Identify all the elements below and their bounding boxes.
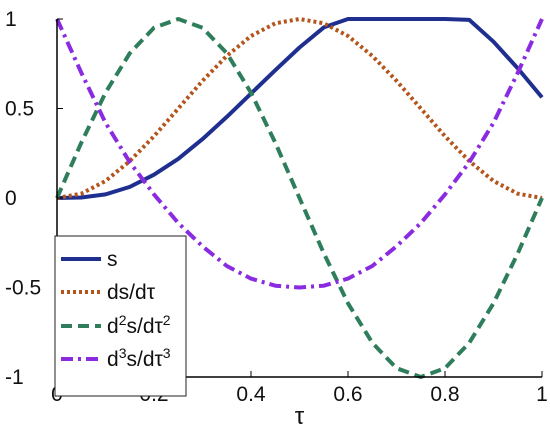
x-axis-label: τ <box>295 403 305 430</box>
x-tick-label: 0.8 <box>430 383 459 406</box>
series-line-1 <box>56 17 544 200</box>
x-tick-label: 0.6 <box>333 383 362 406</box>
series-line-4 <box>55 18 544 290</box>
legend: s ds/dτ d2s/dτ2 d3s/dτ3 <box>54 235 187 397</box>
y-tick-label: 0.5 <box>5 98 34 121</box>
y-tick-label: -1 <box>5 366 24 389</box>
x-tick-label: 1 <box>536 383 548 406</box>
series-line-3 <box>55 17 544 379</box>
y-tick-label: -0.5 <box>5 277 41 300</box>
y-tick-label: 1 <box>5 8 17 31</box>
plot-lines <box>55 17 544 379</box>
legend-label-d3s: d3s/dτ3 <box>107 345 171 371</box>
legend-label-d2s: d2s/dτ2 <box>107 312 171 338</box>
x-tick-label: 0.4 <box>236 383 266 406</box>
y-tick-label: 0 <box>5 187 17 210</box>
legend-label-ds: ds/dτ <box>107 281 156 304</box>
legend-box <box>54 235 187 397</box>
series-line-2 <box>56 17 543 200</box>
legend-label-s: s <box>107 248 118 271</box>
